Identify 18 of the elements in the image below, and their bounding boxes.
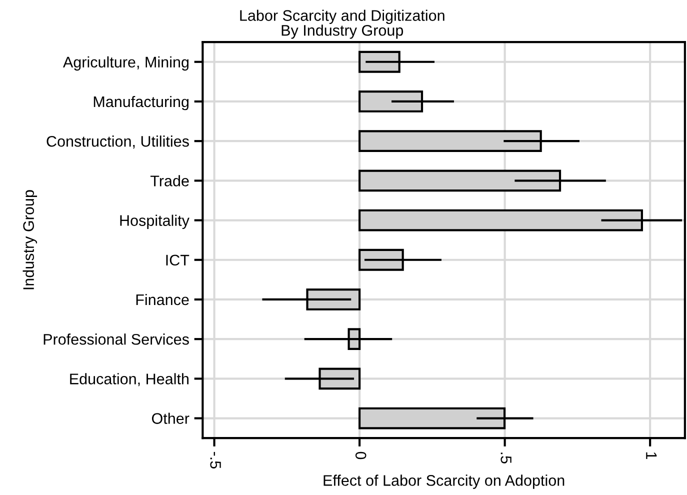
chart-subtitle: By Industry Group [282,24,404,39]
x-tick-label: -.5 [210,452,221,468]
y-axis-title: Industry Group [22,190,38,290]
y-tick-label: Manufacturing [94,96,188,110]
y-tick-label: Construction, Utilities [46,136,189,149]
y-tick-label: Hospitality [120,214,190,229]
y-tick-label: Other [152,412,190,424]
chart-title: Labor Scarcity and Digitization [240,10,444,24]
y-tick-label: Agriculture, Mining [62,56,188,71]
y-tick-label: Professional Services [44,334,189,345]
x-axis-title: Effect of Labor Scarcity on Adoption [324,474,564,489]
x-tick-label: .5 [500,452,512,464]
y-tick-label: ICT [166,254,190,266]
y-tick-label: Trade [150,175,189,186]
y-tick-label: Finance [136,294,189,306]
x-tick-label: 1 [646,452,657,460]
x-tick-label: 0 [355,452,366,460]
y-tick-label: Education, Health [70,373,188,386]
